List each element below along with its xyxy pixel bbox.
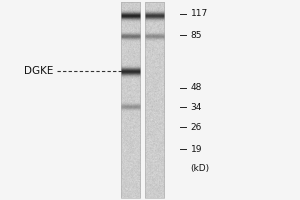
Text: 34: 34 — [190, 102, 202, 112]
Text: 117: 117 — [190, 9, 208, 19]
Text: 19: 19 — [190, 144, 202, 154]
Bar — [145, 2, 164, 198]
Bar — [121, 2, 140, 198]
Text: (kD): (kD) — [190, 164, 210, 173]
Text: 26: 26 — [190, 122, 202, 132]
Text: 85: 85 — [190, 30, 202, 40]
Text: DGKE: DGKE — [24, 66, 53, 76]
Text: 48: 48 — [190, 84, 202, 92]
